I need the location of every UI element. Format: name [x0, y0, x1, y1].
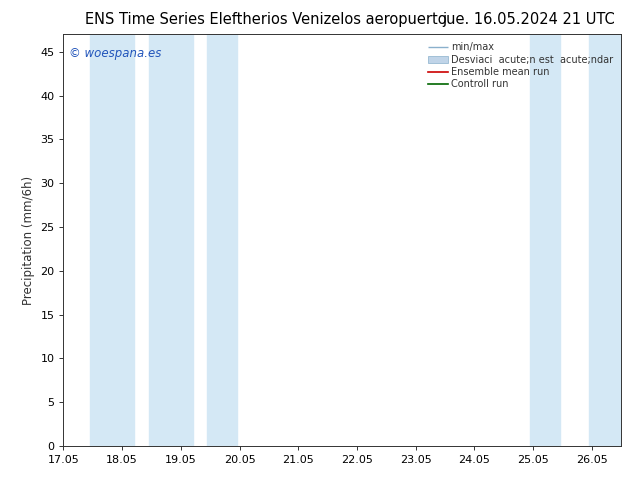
Legend: min/max, Desviaci  acute;n est  acute;ndar, Ensemble mean run, Controll run: min/max, Desviaci acute;n est acute;ndar…: [425, 39, 616, 92]
Bar: [589, 34, 621, 446]
Bar: [207, 34, 236, 446]
Y-axis label: Precipitation (mm/6h): Precipitation (mm/6h): [22, 175, 35, 305]
Bar: [90, 34, 134, 446]
Text: jue. 16.05.2024 21 UTC: jue. 16.05.2024 21 UTC: [443, 12, 615, 27]
Text: © woespana.es: © woespana.es: [69, 47, 162, 60]
Bar: [148, 34, 193, 446]
Bar: [530, 34, 560, 446]
Text: ENS Time Series Eleftherios Venizelos aeropuerto: ENS Time Series Eleftherios Venizelos ae…: [86, 12, 447, 27]
